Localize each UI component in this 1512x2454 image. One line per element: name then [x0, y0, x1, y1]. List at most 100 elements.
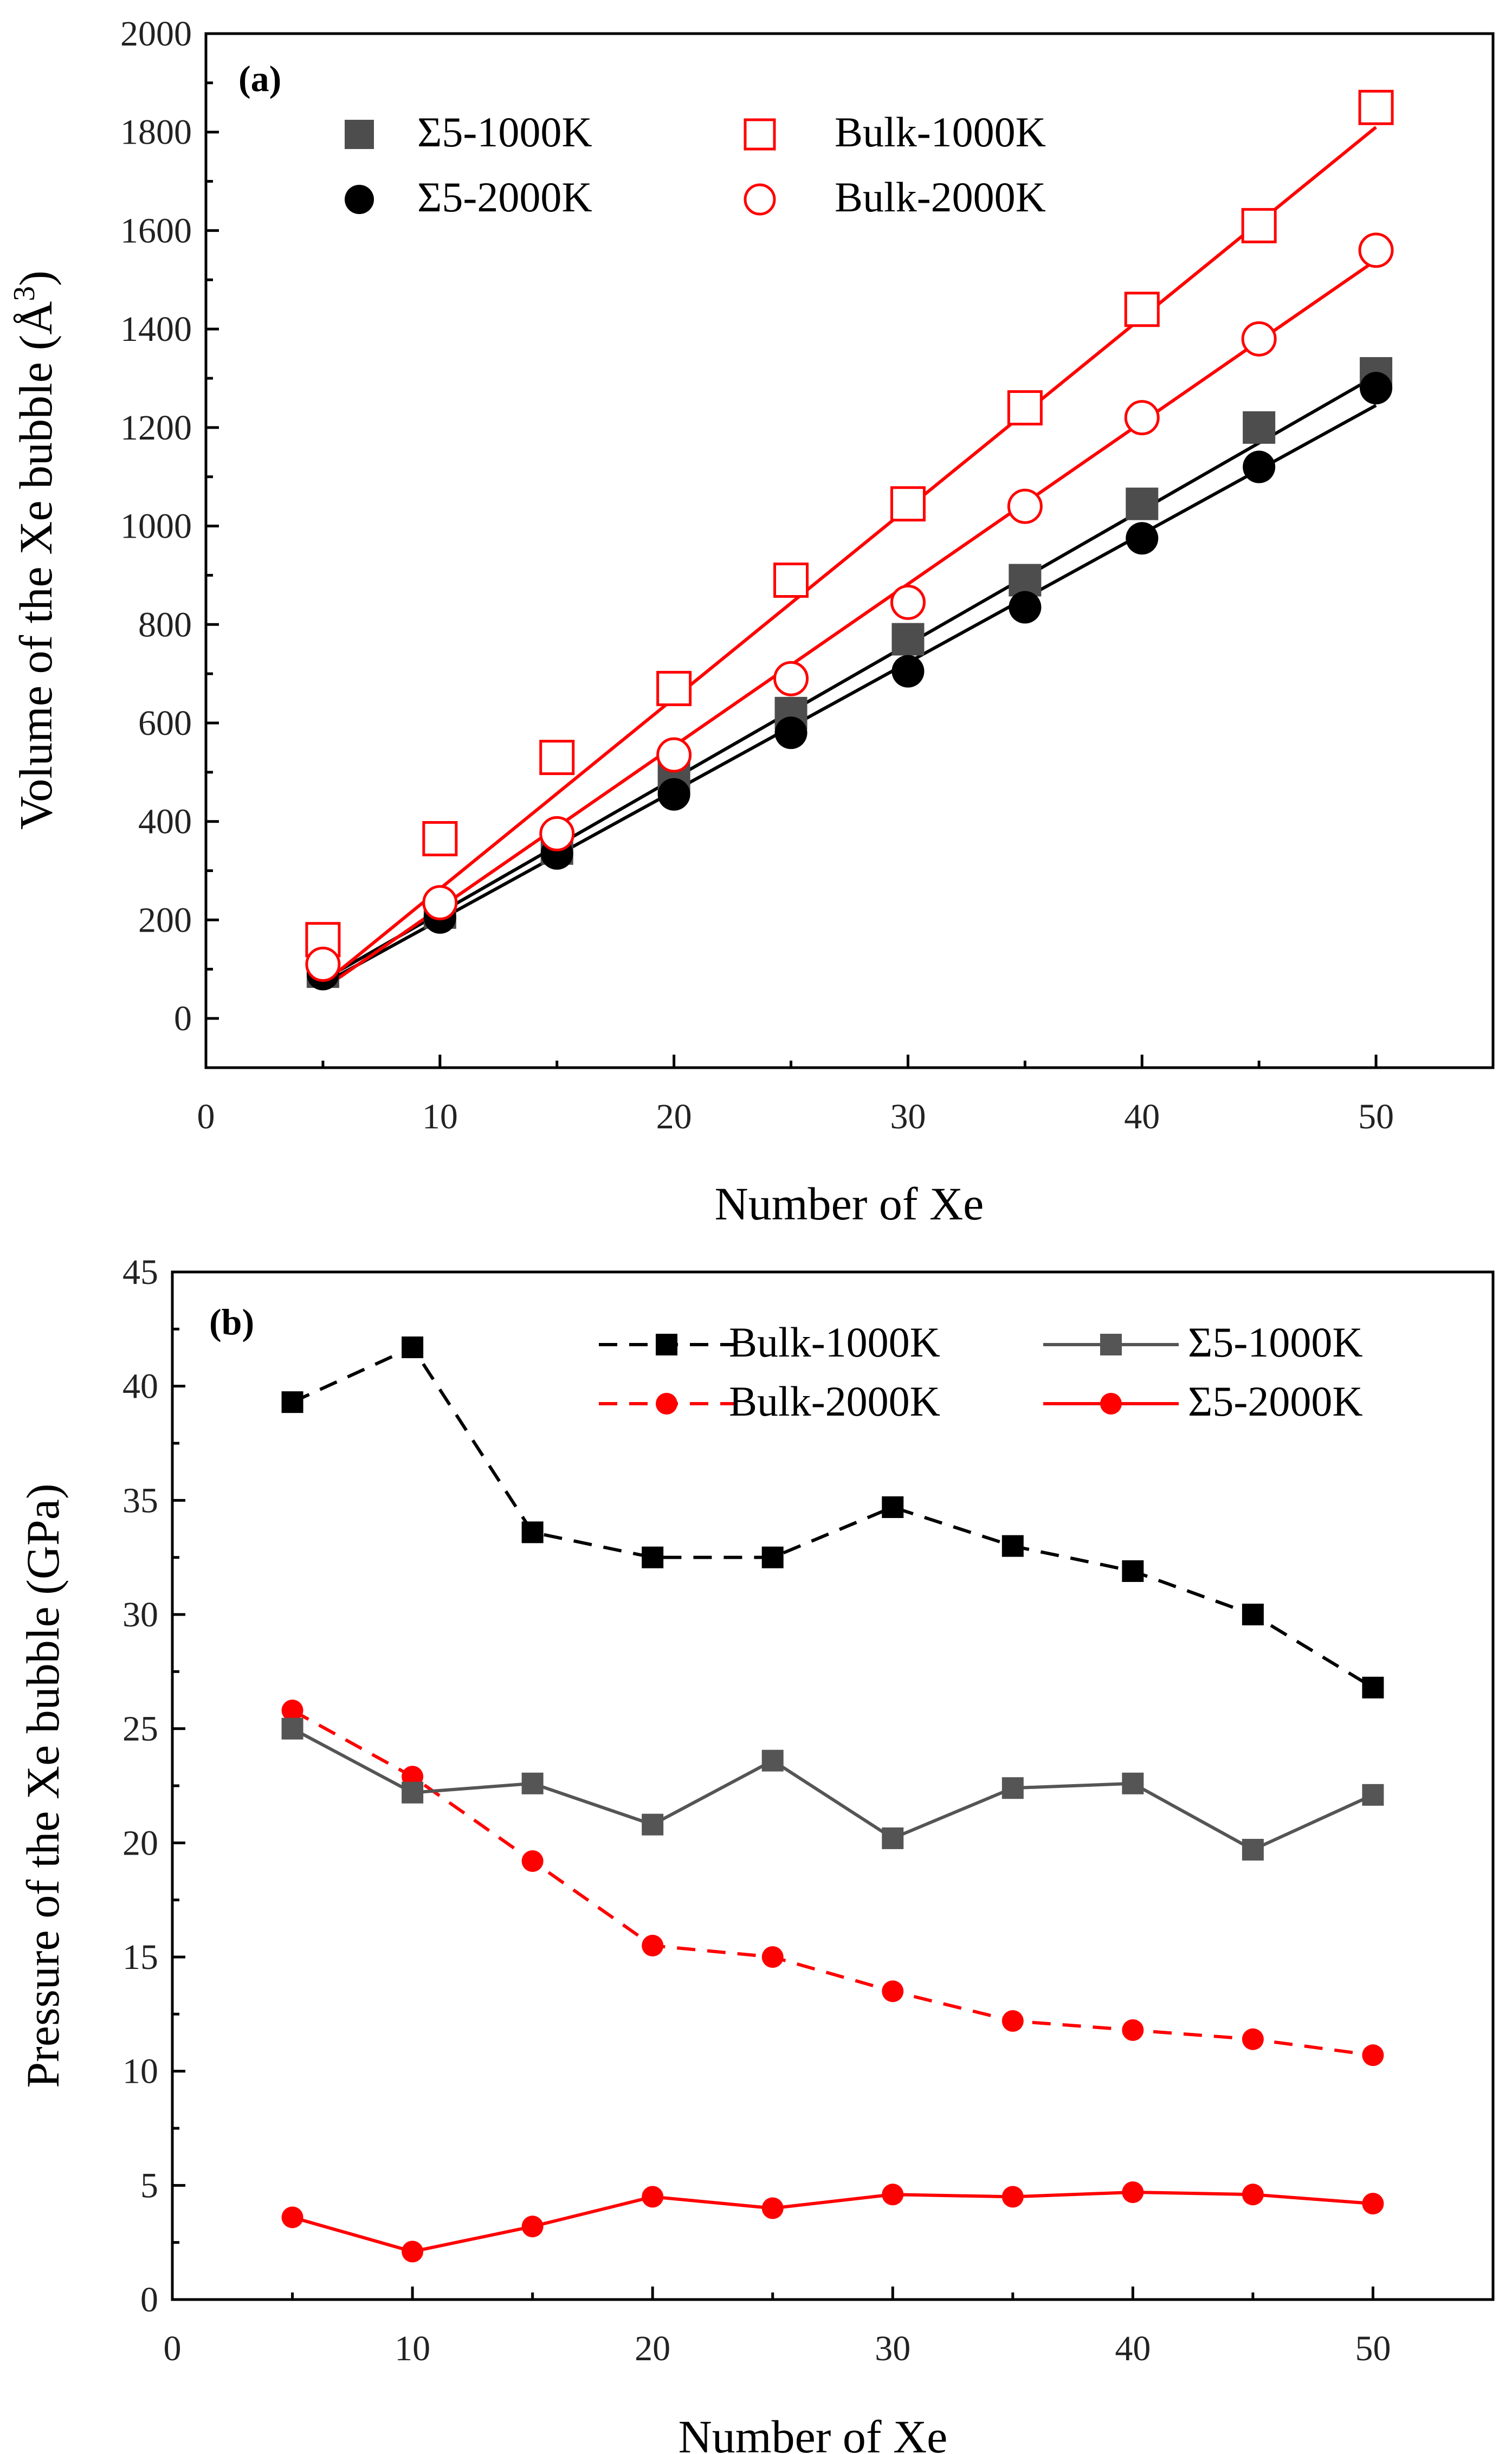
point-sigma5-2000k — [1126, 522, 1159, 555]
point-bulk-1000k — [1124, 292, 1160, 327]
legend-label-sigma5-1000k: Σ5-1000K — [1188, 1319, 1363, 1366]
y-tick-label: 1000 — [120, 507, 192, 546]
x-tick-label: 20 — [656, 1097, 692, 1136]
point-bulk-2000k — [281, 1699, 303, 1721]
x-tick-label: 40 — [1124, 1097, 1160, 1136]
point-bulk-1000k — [656, 670, 692, 706]
point-bulk-2000k — [1001, 2010, 1024, 2032]
panel-label: (b) — [209, 1301, 254, 1342]
x-tick-label: 30 — [890, 1097, 926, 1136]
legend-label-bulk-1000k: Bulk-1000K — [835, 108, 1046, 156]
x-tick-label: 20 — [635, 2329, 670, 2368]
y-tick-label: 800 — [138, 605, 192, 644]
point-sigma5-1000k — [761, 1749, 784, 1772]
point-sigma5-1000k — [521, 1772, 544, 1794]
point-sigma5-1000k — [281, 1717, 303, 1740]
y-axis-label: Pressure of the Xe bubble (GPa) — [17, 1483, 69, 2088]
plot-frame — [204, 32, 1495, 1069]
point-sigma5-1000k — [1122, 1772, 1144, 1794]
point-bulk-2000k — [1124, 400, 1160, 436]
plot-frame — [171, 1270, 1495, 2301]
legend-marker-bulk-1000k — [744, 118, 776, 151]
point-sigma5-2000k — [1009, 591, 1042, 624]
point-bulk-1000k — [521, 1521, 544, 1544]
series-line-bulk-1000k — [292, 1345, 1374, 1689]
y-tick-label: 45 — [122, 1252, 158, 1292]
point-bulk-2000k — [761, 1946, 784, 1968]
y-tick-label: 200 — [138, 900, 192, 940]
point-bulk-2000k — [882, 1980, 904, 2003]
y-tick-label: 1600 — [120, 211, 192, 250]
legend-marker-sigma5-2000k — [1100, 1393, 1122, 1415]
x-tick-label: 50 — [1358, 1097, 1394, 1136]
legend-marker-bulk-2000k — [656, 1393, 677, 1415]
y-tick-label: 15 — [122, 1938, 158, 1977]
y-tick-label: 0 — [140, 2280, 158, 2320]
y-tick-label: 20 — [122, 1823, 158, 1863]
point-bulk-1000k — [539, 740, 575, 776]
legend-label-sigma5-2000k: Σ5-2000K — [1188, 1378, 1363, 1425]
point-bulk-1000k — [642, 1546, 664, 1568]
panel-label: (a) — [238, 58, 281, 99]
fit-line-bulk-1000k — [322, 126, 1377, 985]
point-sigma5-1000k — [642, 1813, 664, 1836]
y-tick-label: 30 — [122, 1595, 158, 1635]
point-sigma5-1000k — [891, 623, 925, 656]
fit-line-sigma5-1000k — [322, 374, 1377, 981]
point-bulk-1000k — [882, 1496, 904, 1518]
x-tick-label: 0 — [164, 2329, 182, 2368]
legend-label-bulk-1000k: Bulk-1000K — [729, 1319, 940, 1366]
x-axis-label: Number of Xe — [679, 2411, 948, 2454]
point-bulk-1000k — [1241, 208, 1277, 243]
y-axis-label-close: ) — [10, 270, 62, 286]
point-sigma5-2000k — [1122, 2181, 1144, 2203]
point-sigma5-2000k — [402, 2240, 424, 2263]
point-bulk-1000k — [422, 821, 458, 857]
x-tick-label: 10 — [395, 2329, 430, 2368]
point-sigma5-2000k — [1362, 2193, 1384, 2215]
point-bulk-2000k — [1241, 321, 1277, 357]
legend-marker-bulk-1000k — [656, 1334, 677, 1355]
legend-marker-sigma5-1000k — [1100, 1334, 1122, 1355]
point-bulk-2000k — [890, 584, 926, 620]
point-bulk-2000k — [656, 737, 692, 773]
series-line-bulk-2000k — [292, 1709, 1373, 2057]
y-tick-label: 1200 — [120, 408, 192, 448]
point-bulk-1000k — [890, 486, 926, 522]
fit-line-sigma5-2000k — [322, 404, 1377, 986]
point-sigma5-1000k — [1126, 487, 1159, 520]
y-tick-label: 1400 — [120, 309, 192, 349]
point-sigma5-2000k — [281, 2206, 303, 2229]
point-bulk-2000k — [1242, 2028, 1264, 2050]
legend-marker-sigma5-1000k — [345, 120, 374, 149]
legend-marker-bulk-2000k — [744, 183, 776, 216]
y-tick-label: 25 — [122, 1709, 158, 1749]
point-bulk-1000k — [1362, 1676, 1384, 1699]
x-tick-label: 0 — [197, 1097, 215, 1136]
point-bulk-2000k — [1362, 2044, 1384, 2066]
point-bulk-1000k — [402, 1336, 424, 1359]
fit-line-bulk-2000k — [322, 259, 1377, 991]
point-sigma5-2000k — [1242, 2184, 1264, 2206]
y-tick-label: 0 — [174, 999, 192, 1038]
point-bulk-1000k — [1358, 89, 1394, 125]
point-sigma5-1000k — [402, 1781, 424, 1804]
point-bulk-1000k — [773, 563, 809, 598]
point-bulk-1000k — [281, 1391, 303, 1413]
point-bulk-2000k — [539, 816, 575, 851]
point-sigma5-2000k — [657, 778, 690, 811]
point-sigma5-1000k — [1362, 1784, 1384, 1806]
legend-label-sigma5-2000k: Σ5-2000K — [417, 173, 592, 221]
point-bulk-2000k — [1007, 488, 1043, 524]
point-bulk-2000k — [773, 661, 809, 696]
panel-a-volume-chart: 0 10 20 30 40 50 0 200 400 600 800 1000 1200 1400 1600… — [8, 14, 1495, 1230]
point-bulk-2000k — [305, 946, 341, 982]
legend-marker-sigma5-2000k — [345, 185, 374, 214]
point-sigma5-2000k — [521, 2216, 544, 2238]
point-bulk-2000k — [1122, 2019, 1144, 2041]
y-tick-label: 600 — [138, 703, 192, 743]
x-axis-label: Number of Xe — [715, 1178, 984, 1230]
y-tick-label: 2000 — [120, 14, 192, 54]
y-tick-label: 10 — [122, 2052, 158, 2091]
